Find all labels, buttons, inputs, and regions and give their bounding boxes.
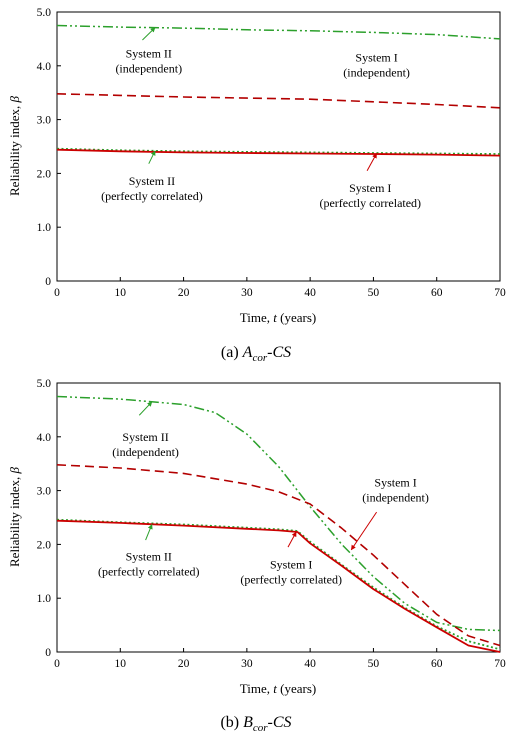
chart-a-series-sysI_cor — [56, 148, 501, 157]
chart-a-ylabel: Reliability index, β — [7, 95, 22, 196]
chart-a-annotation-line: (independent) — [115, 62, 182, 76]
chart-b-xlabel: Time, t (years) — [240, 681, 316, 696]
chart-a-xtick-label: 0 — [54, 287, 60, 299]
chart-b-xtick-label: 30 — [241, 658, 253, 670]
chart-a-annotation-line: (perfectly correlated) — [319, 196, 421, 210]
chart-b-xtick-label: 60 — [431, 658, 443, 670]
chart-a-annotation: System I (independent) — [343, 50, 410, 79]
chart-a-annotation: System II (perfectly correlated) — [101, 174, 203, 203]
chart-b-ytick-label: 5.0 — [37, 378, 52, 390]
chart-a-annotation-line: (independent) — [343, 65, 410, 79]
chart-b-annotation-arrow — [287, 531, 297, 548]
chart-b-annotation-arrow — [350, 511, 378, 551]
chart-a-xtick-label: 60 — [431, 287, 443, 299]
chart-a-annotation-line: System II — [126, 47, 172, 61]
chart-b-xtick-label: 10 — [115, 658, 127, 670]
chart-b-annotation-line: System II — [122, 430, 168, 444]
chart-a-series-sysI_ind — [56, 93, 501, 109]
chart-a-annotation: System I (perfectly correlated) — [319, 181, 421, 210]
chart-a-series-sysII_ind — [56, 24, 501, 40]
chart-b-series-sysI_ind — [56, 464, 501, 647]
chart-b-plot-frame — [56, 382, 501, 653]
chart-b-series-sysI_cor — [56, 519, 501, 653]
chart-b-ytick-label: 0 — [45, 647, 51, 659]
chart-a-plot-frame — [56, 11, 501, 282]
chart-a-xlabel: Time, t (years) — [240, 310, 316, 325]
chart-a-ytick-label: 3.0 — [37, 115, 52, 127]
chart-a-series-sysII_cor — [56, 147, 501, 155]
chart-a-xtick-label: 50 — [368, 287, 380, 299]
chart-b-annotation-line: (independent) — [362, 490, 429, 504]
chart-a-annotation-arrow — [142, 27, 156, 41]
chart-a-ytick-label: 0 — [45, 276, 51, 288]
chart-a-annotation: System II (independent) — [115, 47, 182, 76]
chart-a-xtick-label: 20 — [178, 287, 190, 299]
chart-b-annotation: System I (independent) — [362, 475, 429, 504]
chart-b-series-sysII_ind — [56, 395, 501, 632]
chart-b-series-sysII_cor — [56, 518, 501, 651]
chart-b-annotation-line: (perfectly correlated) — [98, 565, 200, 579]
chart-b-annotation-line: System I — [270, 558, 312, 572]
chart-b-annotation-line: (independent) — [112, 445, 179, 459]
chart-b-annotation-line: System I — [374, 475, 416, 489]
chart-b-annotation-arrow — [138, 401, 153, 416]
chart-b-xtick-label: 40 — [304, 658, 316, 670]
chart-b-ytick-label: 3.0 — [37, 486, 52, 498]
chart-a-annotation-line: System II — [129, 174, 175, 188]
chart-b: Reliability index, β Time, t (years) (b)… — [7, 378, 506, 734]
chart-b-annotation-line: System II — [126, 550, 172, 564]
chart-b-annotation-line: (perfectly correlated) — [240, 573, 342, 587]
chart-a-annotation-line: System I — [349, 181, 391, 195]
chart-a: Reliability index, β Time, t (years) (a)… — [7, 7, 506, 364]
chart-b-ylabel: Reliability index, β — [7, 466, 22, 567]
chart-a-annotation-line: (perfectly correlated) — [101, 189, 203, 203]
chart-b-xtick-label: 0 — [54, 658, 60, 670]
chart-b-annotation: System I (perfectly correlated) — [240, 558, 342, 587]
chart-a-xtick-label: 70 — [494, 287, 506, 299]
chart-a-xtick-label: 40 — [304, 287, 316, 299]
chart-b-ytick-label: 1.0 — [37, 593, 52, 605]
chart-b-xtick-label: 70 — [494, 658, 506, 670]
chart-a-annotation-arrow — [366, 153, 378, 171]
chart-a-ytick-label: 4.0 — [37, 61, 52, 73]
chart-b-xtick-label: 50 — [368, 658, 380, 670]
chart-b-ytick-label: 2.0 — [37, 539, 52, 551]
chart-a-ytick-label: 2.0 — [37, 168, 52, 180]
chart-b-xtick-label: 20 — [178, 658, 190, 670]
chart-a-xtick-label: 10 — [115, 287, 127, 299]
chart-a-ytick-label: 5.0 — [37, 7, 52, 19]
chart-a-annotation-line: System I — [355, 50, 397, 64]
chart-b-ytick-label: 4.0 — [37, 432, 52, 444]
chart-a-xtick-label: 30 — [241, 287, 253, 299]
chart-b-annotation-arrow — [145, 524, 153, 541]
chart-b-caption: (b) Bcor-CS — [220, 714, 291, 734]
chart-b-annotation: System II (independent) — [112, 430, 179, 459]
chart-b-annotation: System II (perfectly correlated) — [98, 550, 200, 579]
chart-a-caption: (a) Acor-CS — [221, 344, 291, 364]
chart-a-annotation-arrow — [148, 150, 156, 164]
chart-a-ytick-label: 1.0 — [37, 222, 52, 234]
